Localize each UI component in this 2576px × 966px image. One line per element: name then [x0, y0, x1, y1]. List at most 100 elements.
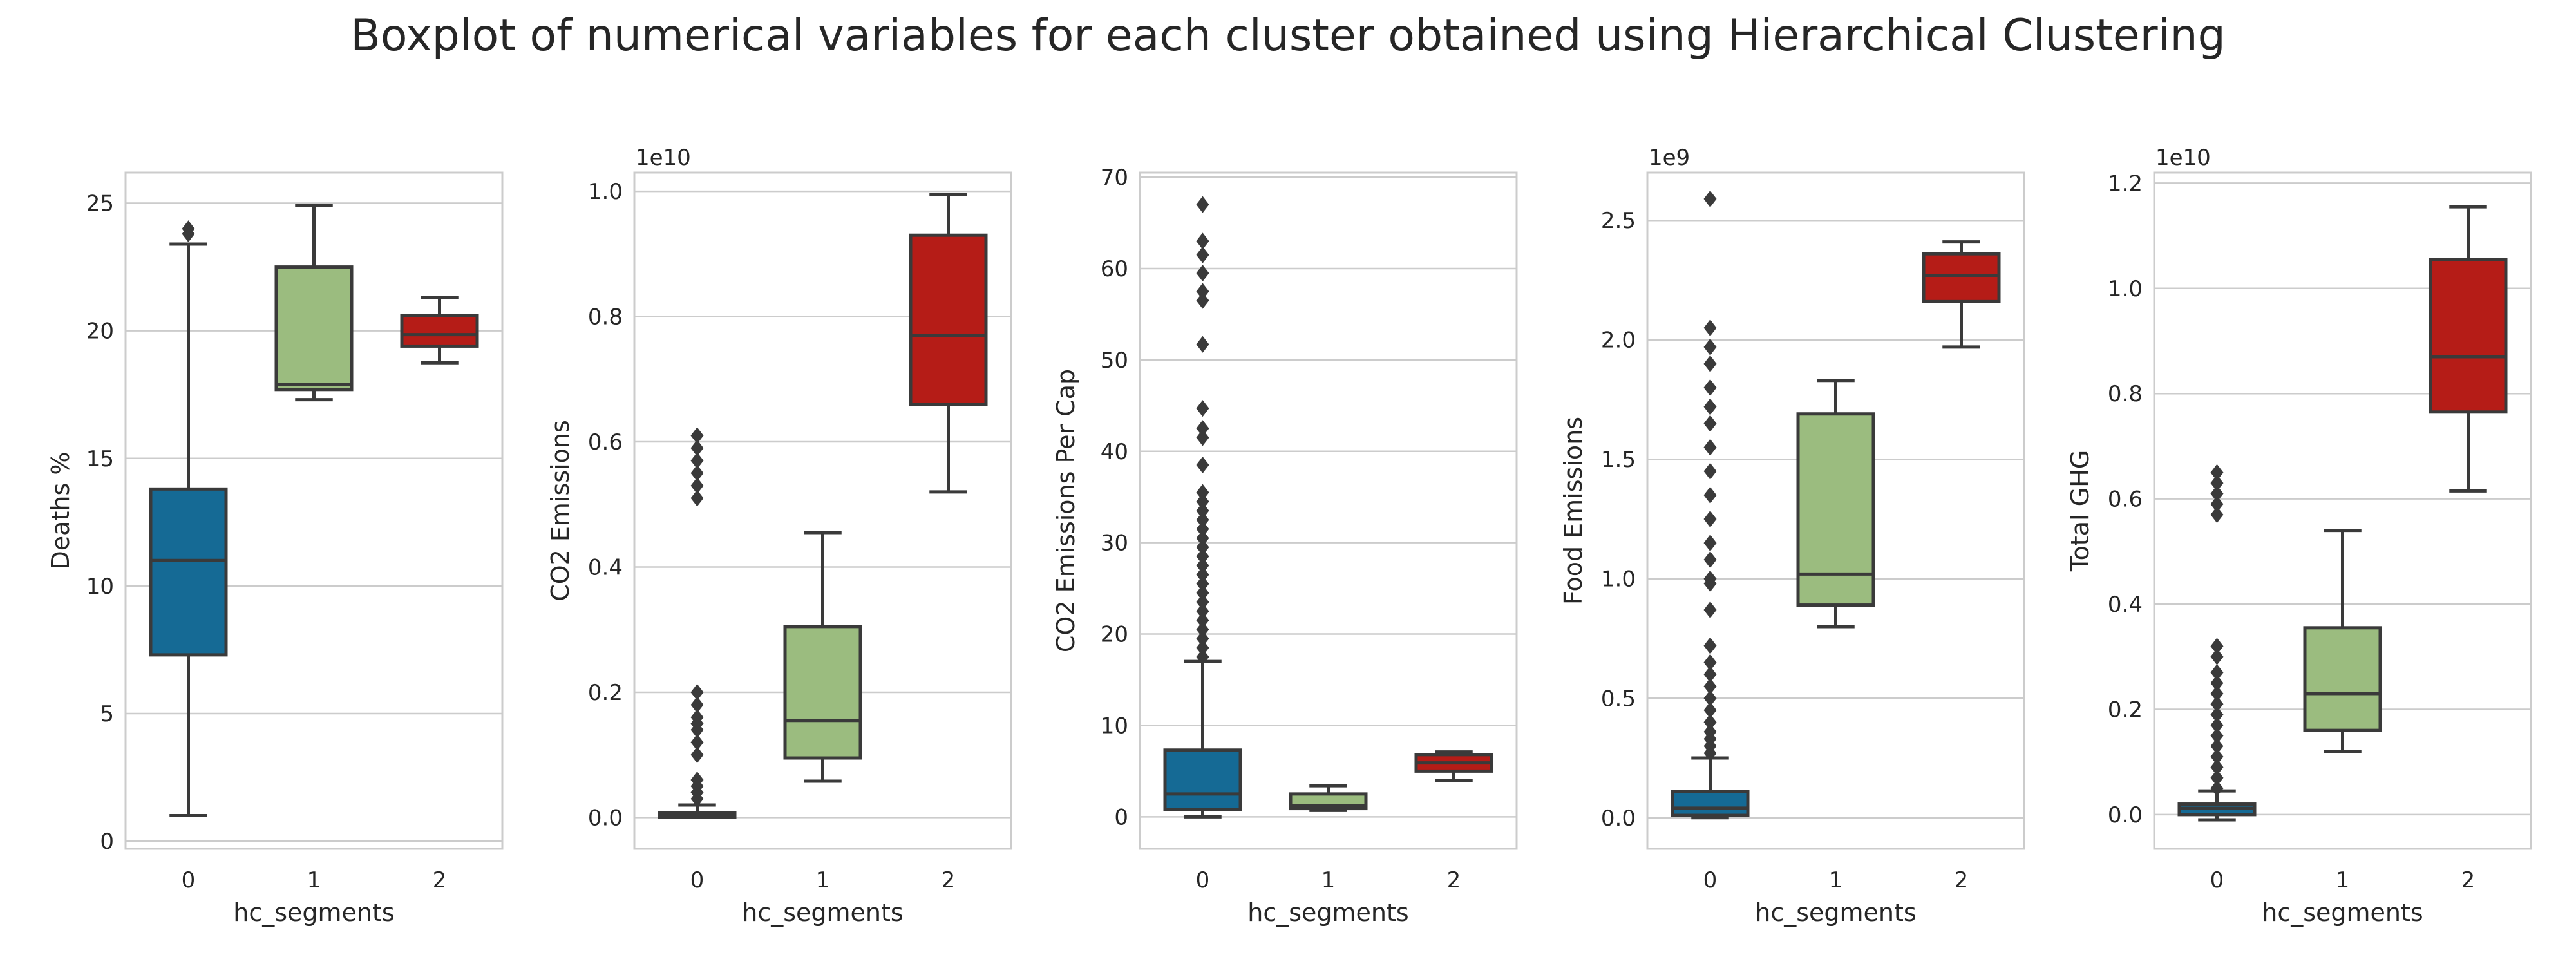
axis-offset-label: 1e10: [636, 145, 691, 171]
y-tick-label: 60: [1101, 256, 1128, 282]
y-tick-label: 0.0: [2108, 802, 2143, 828]
box-cluster-0: [149, 220, 228, 817]
box-cluster-2: [400, 296, 479, 365]
outlier-point: [1703, 462, 1717, 480]
y-tick-label: 5: [100, 701, 114, 727]
y-tick-label: 0: [1114, 804, 1128, 830]
outlier-point: [1196, 612, 1209, 629]
outlier-point: [1196, 502, 1209, 519]
y-tick-label: 0.0: [1601, 806, 1636, 831]
outlier-point: [1196, 649, 1209, 666]
outlier-point: [182, 220, 195, 238]
outlier-point: [1196, 336, 1209, 353]
x-tick-label: 1: [816, 867, 830, 893]
outlier-point: [690, 427, 704, 444]
x-tick-label: 2: [1447, 867, 1461, 893]
box-cluster-1: [1796, 379, 1875, 629]
y-tick-label: 1.0: [2108, 276, 2143, 302]
y-tick-label: 10: [1101, 713, 1128, 739]
outlier-point: [1196, 547, 1209, 565]
y-tick-label: 2.5: [1601, 208, 1636, 234]
outlier-point: [2210, 485, 2224, 502]
y-tick-label: 0.6: [2108, 487, 2143, 513]
box-cluster-1: [2303, 529, 2382, 753]
outlier-point: [1196, 265, 1209, 282]
outlier-point: [1196, 292, 1209, 309]
outlier-point: [690, 452, 704, 469]
y-axis-label: Total GHG: [2066, 450, 2094, 572]
figure-title: Boxplot of numerical variables for each …: [350, 10, 2226, 61]
outlier-point: [1703, 439, 1717, 456]
outlier-point: [1196, 246, 1209, 263]
box-iqr: [1671, 790, 1750, 817]
outlier-point: [2210, 748, 2224, 766]
y-tick-label: 2.0: [1601, 328, 1636, 354]
outlier-point: [1196, 520, 1209, 538]
outlier-point: [1703, 379, 1717, 396]
outlier-point: [690, 708, 704, 726]
y-tick-label: 0.6: [588, 430, 623, 455]
outlier-point: [1196, 457, 1209, 474]
outlier-point: [1703, 338, 1717, 355]
x-tick-label: 0: [1703, 867, 1718, 893]
y-tick-label: 50: [1101, 348, 1128, 374]
outlier-point: [2210, 638, 2224, 655]
outlier-point: [1196, 593, 1209, 611]
y-tick-label: 25: [86, 191, 114, 217]
box-iqr: [1796, 412, 1875, 607]
outlier-point: [1196, 493, 1209, 510]
y-tick-label: 20: [86, 319, 114, 345]
outlier-point: [1703, 570, 1717, 587]
axes-frame: [1646, 171, 2025, 850]
box-cluster-0: [1163, 196, 1242, 819]
outlier-point: [2210, 716, 2224, 734]
subplot-0: 0 5 10 15 20 25 0 1 2 hc_segments Deaths %: [46, 171, 504, 927]
axis-offset-label: 1e10: [2155, 145, 2211, 171]
outlier-point: [1703, 510, 1717, 527]
outlier-point: [2210, 648, 2224, 665]
box-cluster-0: [658, 427, 737, 819]
outlier-point: [1196, 603, 1209, 620]
box-cluster-1: [783, 531, 862, 783]
box-iqr: [783, 625, 862, 760]
outlier-point: [1703, 601, 1717, 618]
outlier-point: [2210, 506, 2224, 524]
box-iqr: [274, 265, 354, 392]
outlier-point: [1196, 575, 1209, 592]
x-axis-label: hc_segments: [2262, 898, 2423, 927]
outlier-point: [1196, 511, 1209, 529]
outlier-point: [1196, 639, 1209, 656]
axes-frame: [1139, 171, 1518, 850]
outlier-point: [1196, 557, 1209, 574]
box-cluster-1: [1289, 784, 1368, 812]
y-tick-label: 1.0: [1601, 567, 1636, 592]
x-tick-label: 2: [433, 867, 447, 893]
y-tick-label: 0.4: [588, 555, 623, 581]
x-tick-label: 2: [1955, 867, 1969, 893]
y-axis-label: Food Emissions: [1559, 417, 1587, 605]
outlier-point: [690, 439, 704, 457]
outlier-point: [2210, 737, 2224, 755]
outlier-point: [690, 696, 704, 714]
x-tick-label: 0: [2210, 867, 2224, 893]
y-tick-label: 0: [100, 829, 114, 855]
outlier-point: [690, 772, 704, 789]
outlier-point: [1703, 723, 1717, 741]
x-tick-label: 0: [690, 867, 705, 893]
outlier-point: [1703, 677, 1717, 695]
subplot-3: 0.0 0.5 1.0 1.5 2.0 2.5 0 1 2 hc_segments Food Emi…: [1559, 145, 2025, 927]
box-cluster-0: [1671, 190, 1750, 820]
y-tick-label: 70: [1101, 165, 1128, 191]
x-tick-label: 1: [1321, 867, 1336, 893]
outlier-point: [1196, 538, 1209, 556]
outlier-point: [1703, 654, 1717, 671]
subplot-2: 0 10 20 30 40 50 60 70 0 1 2 hc_segments CO2 Emissio…: [1052, 165, 1518, 927]
y-axis-label: CO2 Emissions: [546, 420, 574, 601]
outlier-point: [1703, 355, 1717, 372]
y-tick-label: 0.2: [2108, 697, 2143, 723]
outlier-point: [1703, 701, 1717, 719]
y-tick-label: 10: [86, 574, 114, 600]
y-tick-label: 1.2: [2108, 171, 2143, 196]
y-tick-label: 0.8: [588, 305, 623, 330]
y-tick-label: 40: [1101, 439, 1128, 465]
